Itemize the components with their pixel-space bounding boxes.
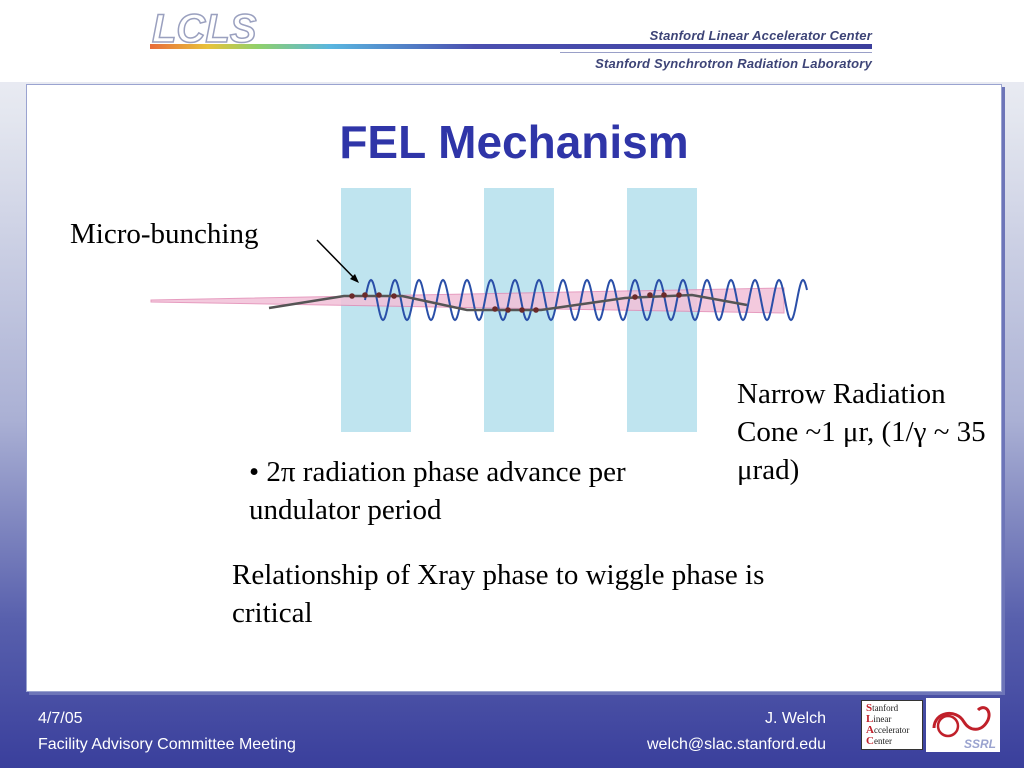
- ssrl-logo: SSRL: [926, 698, 1000, 752]
- org-slac: Stanford Linear Accelerator Center: [649, 28, 872, 43]
- slac-line-1: Stanford: [866, 703, 922, 714]
- ssrl-ring-icon: [932, 706, 991, 731]
- slac-rest-1: tanford: [872, 703, 899, 713]
- relationship-text: Relationship of Xray phase to wiggle pha…: [232, 559, 765, 629]
- micro-bunching-arrow: [316, 239, 358, 282]
- radiation-cone: [150, 287, 785, 314]
- slac-rest-2: inear: [873, 714, 892, 724]
- footer-date: 4/7/05: [38, 710, 83, 727]
- undulator-band-1: [341, 188, 411, 432]
- footer-email: welch@slac.stanford.edu: [647, 736, 826, 753]
- slac-initial-3: A: [866, 724, 874, 736]
- slac-line-3: Accelerator: [866, 725, 922, 736]
- slac-initial-4: C: [866, 735, 874, 747]
- ssrl-circle-icon: [936, 714, 960, 738]
- slide-title: FEL Mechanism: [339, 116, 689, 168]
- slac-initial-2: L: [866, 713, 874, 725]
- electron-wiggle: [364, 278, 808, 322]
- slide-content: FEL Mechanism Micro-bunching Narrow Radi…: [26, 84, 1002, 692]
- slac-initial-1: S: [866, 702, 873, 714]
- slac-rest-4: enter: [873, 736, 892, 746]
- footer-meeting: Facility Advisory Committee Meeting: [38, 736, 296, 753]
- bullet-phase-advance: • 2π radiation phase advance per undulat…: [249, 456, 626, 526]
- slac-logo: Stanford Linear Accelerator Center: [861, 700, 923, 750]
- label-narrow-cone: Narrow Radiation Cone ~1 μr, (1/γ ~ 35 μ…: [737, 378, 986, 486]
- label-micro-bunching: Micro-bunching: [70, 218, 259, 250]
- arrow-head: [350, 274, 359, 283]
- slac-rest-3: ccelerator: [873, 725, 910, 735]
- footer-author: J. Welch: [764, 710, 826, 727]
- org-ssrl: Stanford Synchrotron Radiation Laborator…: [595, 56, 872, 71]
- lcls-logo: LCLS: [150, 6, 300, 75]
- slide-header: LCLS Stanford Linear Accelerator Center …: [0, 0, 1024, 82]
- fel-diagram: [150, 188, 808, 432]
- header-rainbow-rule: [150, 44, 872, 49]
- footer-left: 4/7/05 Facility Advisory Committee Meeti…: [38, 706, 296, 758]
- slac-line-2: Linear: [866, 714, 922, 725]
- micro-bunch-dots: [349, 292, 682, 313]
- header-thin-rule: [560, 52, 872, 53]
- ssrl-text: SSRL: [964, 737, 996, 751]
- slac-line-4: Center: [866, 736, 922, 747]
- footer-right: J. Welch welch@slac.stanford.edu: [647, 706, 826, 758]
